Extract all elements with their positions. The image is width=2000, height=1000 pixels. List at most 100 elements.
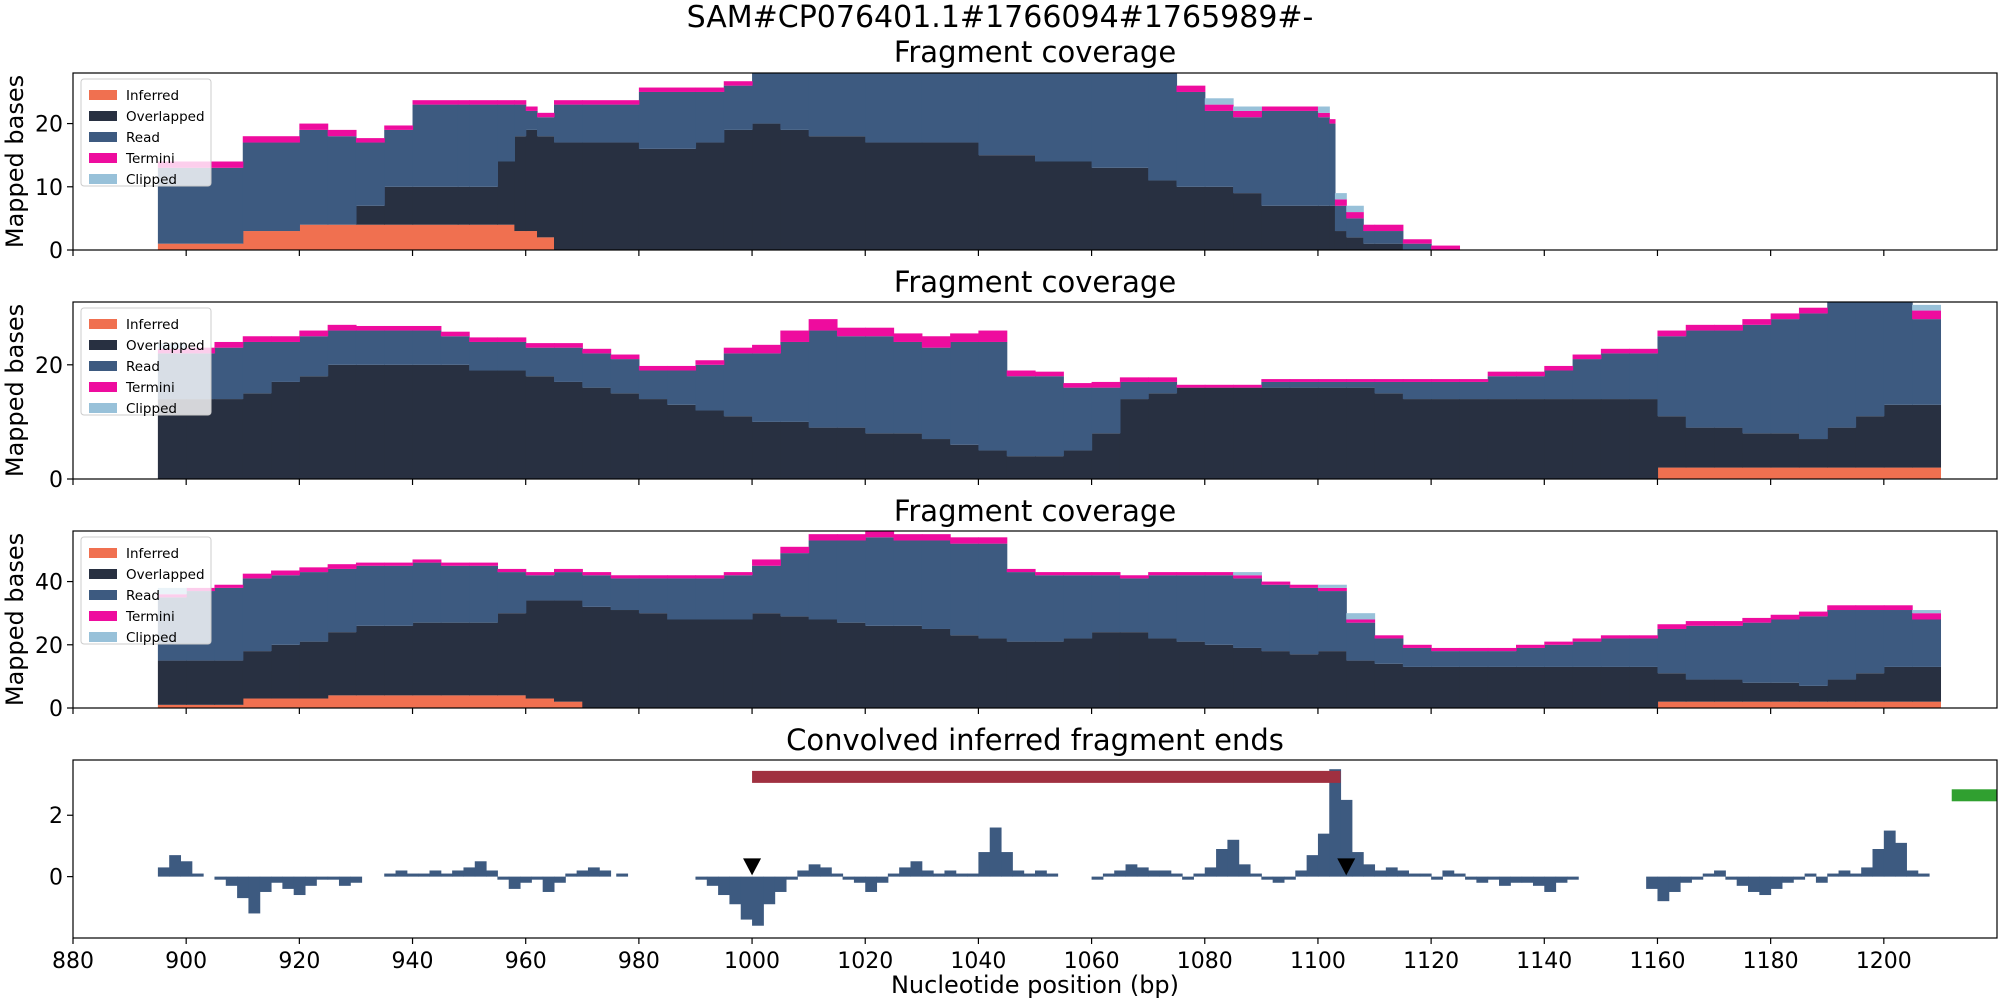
series-read-step — [638, 370, 668, 400]
bar — [180, 861, 193, 877]
series-read-step — [554, 572, 583, 601]
bar — [271, 876, 283, 883]
bar — [1883, 830, 1896, 877]
bar — [1035, 870, 1047, 877]
series-termini-step — [1431, 245, 1461, 250]
series-read — [157, 537, 1942, 686]
series-termini-step — [1119, 377, 1149, 382]
bar — [1476, 876, 1489, 883]
bar — [214, 876, 227, 880]
series-read-step — [582, 104, 640, 143]
segment-red — [752, 770, 1341, 783]
series-overlapped-step — [978, 155, 1036, 250]
bar — [282, 876, 295, 889]
series-overlapped-step — [780, 129, 810, 250]
series-termini-step — [1334, 199, 1347, 206]
series-overlapped-step — [1742, 682, 1772, 702]
series-inferred-step — [1770, 701, 1800, 708]
series-inferred — [157, 695, 1942, 708]
series-overlapped-step — [497, 370, 527, 479]
axes-frame — [72, 72, 1998, 251]
series-overlapped-step — [537, 136, 555, 238]
series-read-step — [299, 336, 329, 377]
series-termini-step — [695, 575, 725, 579]
x-tick-label: 880 — [52, 949, 94, 974]
series-read-step — [638, 91, 697, 149]
series-overlapped-step — [384, 625, 414, 696]
bar — [1838, 870, 1851, 877]
series-read-step — [950, 543, 980, 636]
series-read-step — [865, 73, 923, 143]
series-overlapped-step — [1176, 387, 1206, 479]
series-overlapped-step — [554, 381, 583, 479]
y-axis-label: Mapped bases — [1, 75, 29, 248]
series-overlapped-step — [582, 387, 612, 479]
bar — [1419, 873, 1432, 877]
series-read-step — [1798, 616, 1828, 686]
series-overlapped — [355, 123, 1404, 250]
series-read-step — [1459, 651, 1489, 667]
legend: Inferred Overlapped Read Termini Clipped — [80, 78, 212, 188]
series-termini-step — [638, 575, 668, 579]
series-overlapped-step — [1119, 399, 1149, 479]
series-overlapped-step — [1317, 651, 1347, 708]
series-termini-step — [1572, 354, 1602, 360]
x-tick-label: 1200 — [1856, 949, 1912, 974]
panel-title: Fragment coverage — [894, 35, 1176, 69]
bar — [1555, 876, 1568, 883]
series-overlapped-step — [1148, 180, 1178, 250]
series-read-step — [1091, 575, 1121, 633]
series-clipped-step — [1334, 193, 1347, 200]
series-read-step — [1346, 218, 1364, 238]
series-overlapped-step — [1657, 673, 1687, 702]
bar — [474, 861, 487, 877]
series-read-step — [1233, 578, 1262, 648]
series-read-step — [808, 540, 838, 620]
series-read-step — [723, 353, 753, 417]
bar — [1657, 876, 1670, 902]
bar — [616, 873, 629, 877]
bar — [1227, 839, 1240, 877]
bar — [452, 870, 464, 877]
series-inferred-step — [299, 698, 329, 708]
series-read-step — [1317, 117, 1330, 206]
series-overlapped-step — [271, 644, 300, 699]
bar — [1748, 876, 1760, 892]
series-read-step — [780, 553, 810, 617]
series-read-step — [808, 330, 838, 428]
series-read-step — [1600, 353, 1630, 400]
series-overlapped-step — [157, 660, 187, 705]
series-read-step — [1261, 110, 1319, 206]
series-overlapped-step — [865, 625, 895, 708]
series-termini-step — [638, 365, 668, 371]
x-tick-label: 1020 — [837, 949, 893, 974]
series-termini-step — [1346, 212, 1364, 219]
series-overlapped-step — [1883, 404, 1913, 468]
x-tick-label: 1100 — [1290, 949, 1346, 974]
series-inferred-step — [1714, 467, 1743, 479]
series-termini-step — [1374, 224, 1404, 232]
bar — [1023, 873, 1036, 877]
series-overlapped-step — [1006, 456, 1036, 479]
series-clipped-step — [1233, 106, 1262, 111]
series-termini-step — [752, 344, 781, 354]
legend-label-read: Read — [126, 359, 160, 375]
bar — [463, 867, 476, 877]
series-overlapped-step — [723, 129, 753, 250]
series-inferred-step — [1657, 467, 1687, 479]
series-inferred-step — [1770, 467, 1800, 479]
series-termini-step — [1685, 621, 1715, 626]
bar — [1046, 873, 1059, 877]
legend-swatch-overlapped — [89, 111, 117, 121]
bar — [406, 873, 419, 877]
y-tick-label: 10 — [35, 176, 63, 201]
bar — [887, 873, 900, 877]
series-read-step — [1006, 376, 1036, 457]
series-termini-step — [809, 67, 866, 73]
series-overlapped-step — [1346, 237, 1364, 250]
x-tick-label: 960 — [505, 949, 547, 974]
series-read-step — [1855, 302, 1885, 417]
legend: Inferred Overlapped Read Termini Clipped — [80, 307, 212, 417]
bar — [169, 855, 182, 877]
series-inferred-step — [186, 704, 216, 708]
